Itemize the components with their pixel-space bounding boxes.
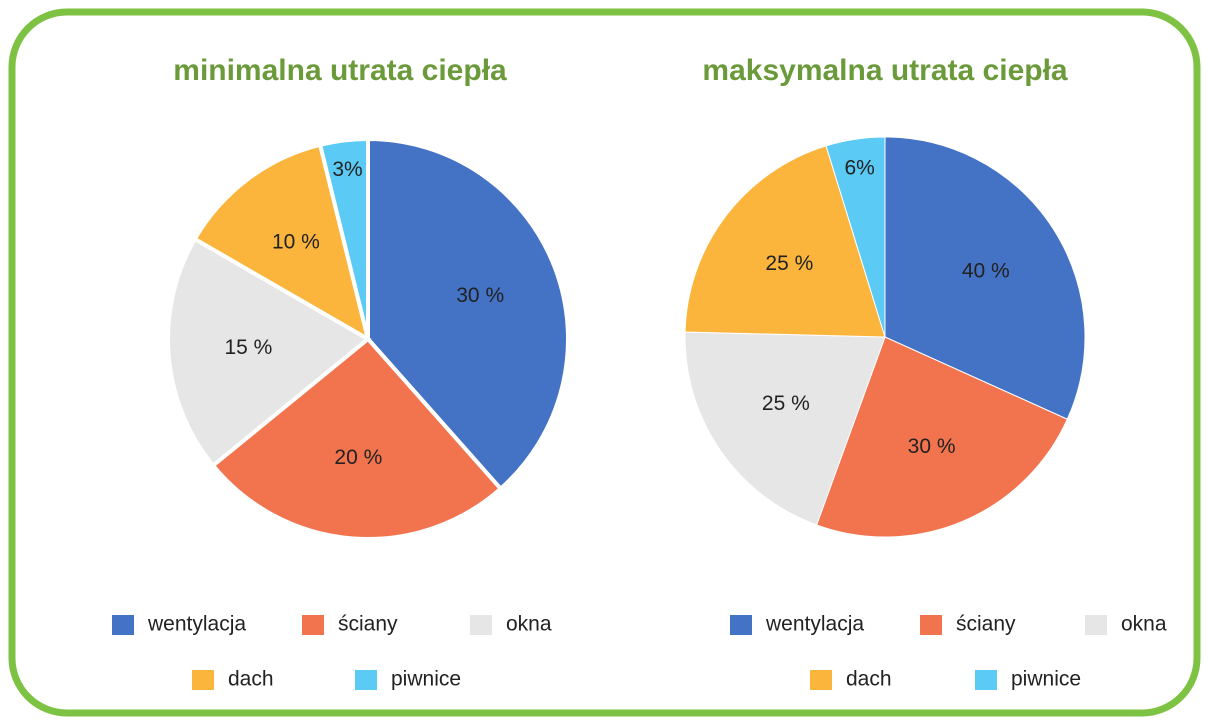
legend-label: wentylacja	[765, 613, 864, 636]
chart-title: maksymalna utrata ciepła	[702, 54, 1068, 87]
legend-label: ściany	[956, 613, 1016, 636]
value-label: 10 %	[272, 231, 320, 254]
value-label: 15 %	[224, 336, 272, 359]
value-label: 6%	[844, 156, 874, 179]
legend-label: wentylacja	[147, 613, 246, 636]
pie-slice	[884, 136, 1086, 420]
legend-swatch	[810, 670, 832, 690]
value-label: 3%	[332, 158, 362, 181]
value-label: 25 %	[762, 392, 810, 415]
pie-slice	[684, 145, 886, 338]
legend-swatch	[355, 670, 377, 690]
value-label: 20 %	[334, 446, 382, 469]
legend-swatch	[112, 615, 134, 635]
legend-label: piwnice	[1011, 668, 1081, 691]
pie-slice	[366, 136, 570, 492]
value-label: 25 %	[765, 252, 813, 275]
legend-swatch	[1085, 615, 1107, 635]
value-label: 30 %	[908, 435, 956, 458]
legend-label: piwnice	[391, 668, 461, 691]
pie-slice	[210, 336, 504, 541]
legend-swatch	[975, 670, 997, 690]
legend-swatch	[192, 670, 214, 690]
legend-label: okna	[506, 613, 552, 636]
pie-slice	[815, 336, 1068, 538]
value-label: 40 %	[962, 259, 1010, 282]
legend-swatch	[730, 615, 752, 635]
legend-label: okna	[1121, 613, 1167, 636]
pie-slice	[192, 142, 372, 344]
pie-slice	[825, 136, 886, 338]
legend-swatch	[470, 615, 492, 635]
value-label: 30 %	[456, 284, 504, 307]
pie-slice	[317, 136, 370, 340]
legend-label: ściany	[338, 613, 398, 636]
pie-slice	[684, 331, 886, 526]
legend-label: dach	[228, 668, 274, 691]
chart-title: minimalna utrata ciepła	[173, 54, 507, 87]
legend-swatch	[920, 615, 942, 635]
legend-swatch	[302, 615, 324, 635]
legend-label: dach	[846, 668, 892, 691]
pie-slice	[166, 236, 372, 469]
